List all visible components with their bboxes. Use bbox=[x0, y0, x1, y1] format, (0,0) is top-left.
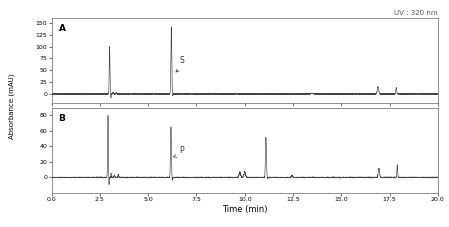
Text: A: A bbox=[58, 24, 66, 33]
Text: P: P bbox=[173, 146, 184, 158]
Text: B: B bbox=[58, 114, 66, 123]
Text: S: S bbox=[176, 56, 184, 72]
Text: Absorbance (mAU): Absorbance (mAU) bbox=[8, 74, 14, 139]
Text: UV : 320 nm: UV : 320 nm bbox=[394, 10, 438, 16]
X-axis label: Time (min): Time (min) bbox=[222, 205, 268, 214]
